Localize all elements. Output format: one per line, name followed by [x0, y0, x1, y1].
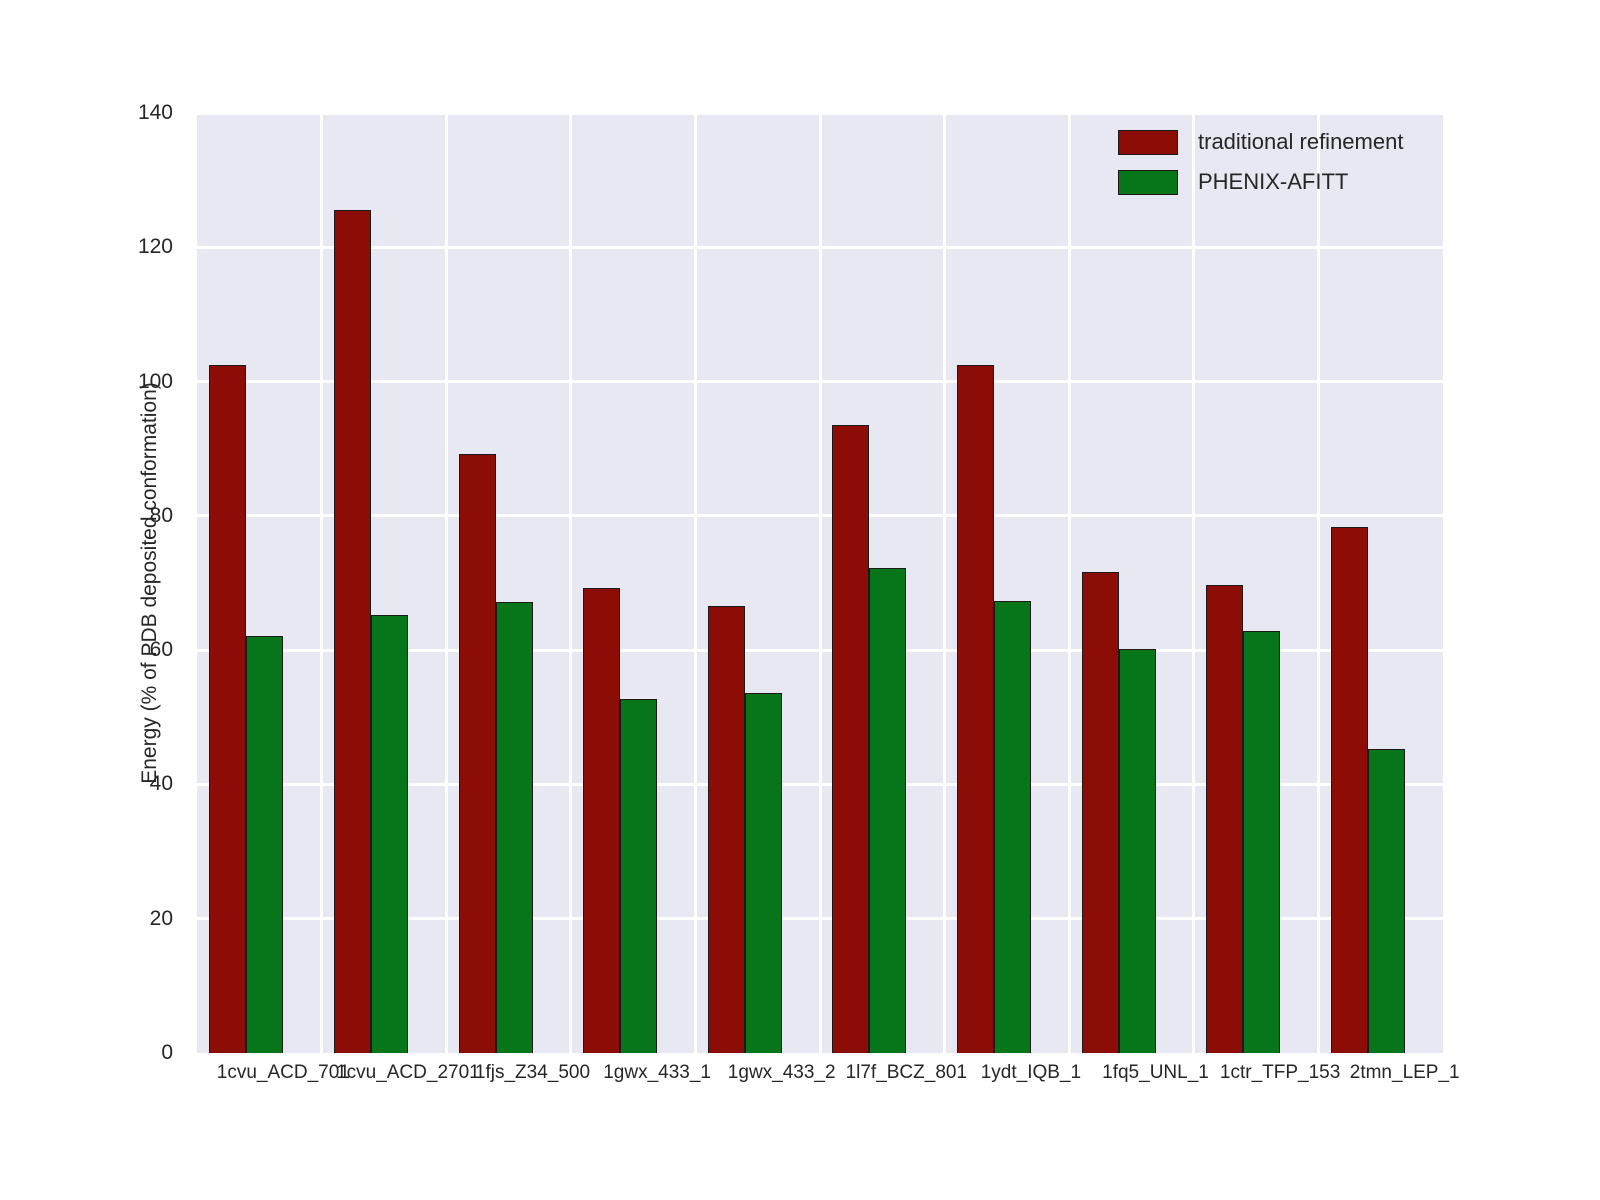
y-axis-tick-label: 20	[149, 906, 173, 930]
bar	[1330, 527, 1368, 1053]
bar	[832, 425, 870, 1053]
gridline-vertical	[1067, 113, 1071, 1053]
bar	[1367, 748, 1405, 1053]
bar	[620, 698, 658, 1053]
x-axis-tick-label: 1fq5_UNL_1	[1102, 1062, 1209, 1083]
legend-swatch-red	[1118, 129, 1178, 155]
bar	[495, 602, 533, 1053]
gridline-vertical	[444, 113, 448, 1053]
bar	[583, 587, 621, 1053]
legend: traditional refinement PHENIX-AFITT	[1118, 127, 1403, 197]
gridline-vertical	[1192, 113, 1196, 1053]
y-axis-tick-label: 100	[137, 369, 173, 393]
gridline-vertical	[569, 113, 573, 1053]
bar	[246, 636, 284, 1053]
bar	[1243, 631, 1281, 1053]
y-axis-tick-label: 60	[149, 638, 173, 662]
bar	[993, 601, 1031, 1053]
legend-swatch-green	[1118, 169, 1178, 195]
bar	[458, 454, 496, 1053]
legend-label: PHENIX-AFITT	[1198, 169, 1349, 194]
bar	[209, 364, 247, 1053]
x-axis-tick-label: 1ydt_IQB_1	[980, 1062, 1082, 1083]
gridline-vertical	[320, 113, 324, 1053]
legend-label: traditional refinement	[1198, 129, 1404, 154]
bar	[869, 567, 907, 1053]
x-axis-tick-label: 2tmn_LEP_1	[1349, 1062, 1460, 1083]
y-axis-tick-label: 80	[149, 503, 173, 527]
bar	[333, 209, 371, 1053]
gridline-vertical	[818, 113, 822, 1053]
x-axis-tick-label: 1cvu_ACD_2701	[336, 1062, 480, 1083]
y-axis-tick-label: 40	[149, 772, 173, 796]
gridline-vertical	[1316, 113, 1320, 1053]
plot-panel	[197, 111, 1443, 1053]
gridline-vertical	[943, 113, 947, 1053]
bar	[1206, 585, 1244, 1053]
x-axis-tick-label: 1gwx_433_1	[603, 1062, 711, 1083]
bar	[707, 605, 745, 1053]
bar	[744, 693, 782, 1053]
bar	[1118, 649, 1156, 1053]
y-axis-tick-label: 0	[161, 1041, 173, 1064]
y-axis-tick-label: 120	[137, 235, 173, 259]
bar	[1081, 572, 1119, 1053]
x-axis-tick-label: 1cvu_ACD_701	[216, 1062, 350, 1083]
bar	[370, 615, 408, 1053]
legend-entry: PHENIX-AFITT	[1118, 167, 1403, 197]
x-axis-tick-label: 1l7f_BCZ_801	[845, 1062, 968, 1083]
x-axis-tick-label: 1gwx_433_2	[727, 1062, 836, 1083]
x-axis-tick-label: 1ctr_TFP_153	[1219, 1062, 1341, 1083]
gridline-vertical	[693, 113, 697, 1053]
x-axis-tick-label: 1fjs_Z34_500	[474, 1062, 591, 1083]
legend-entry: traditional refinement	[1118, 127, 1403, 157]
bar	[956, 364, 994, 1053]
y-axis-tick-label: 140	[137, 101, 173, 124]
